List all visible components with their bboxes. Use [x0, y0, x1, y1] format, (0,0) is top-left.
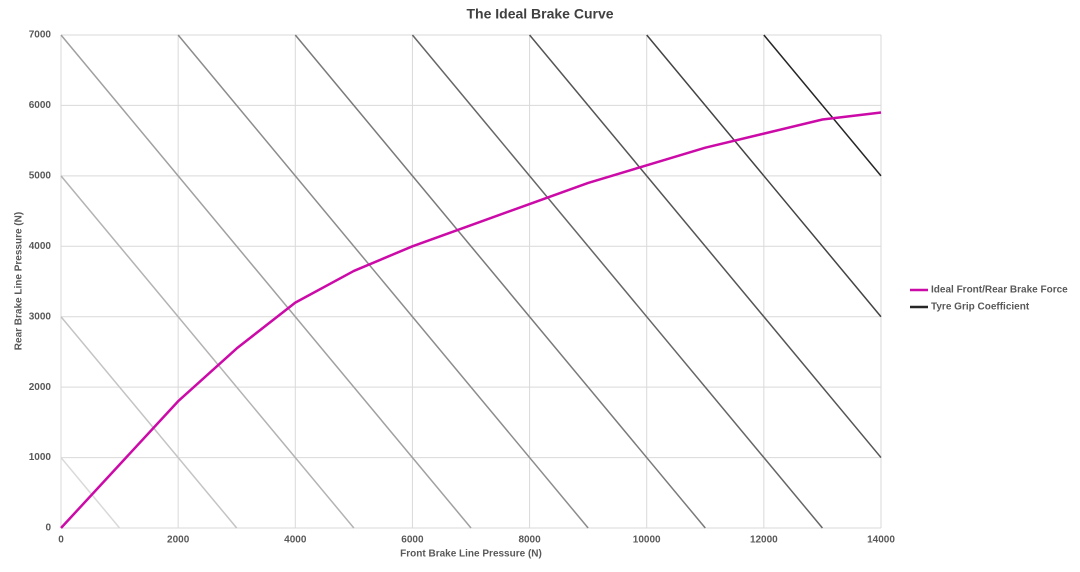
x-tick-label: 2000	[167, 535, 190, 546]
grip-line	[528, 34, 882, 459]
grip-line	[294, 34, 706, 529]
grip-line	[177, 34, 589, 529]
y-tick-label: 1000	[29, 452, 52, 463]
y-tick-label: 4000	[29, 241, 52, 252]
y-tick-label: 3000	[29, 311, 52, 322]
grip-line	[763, 34, 882, 177]
x-tick-label: 14000	[867, 535, 895, 546]
grip-line	[646, 34, 882, 318]
x-tick-label: 12000	[750, 535, 778, 546]
x-tick-label: 10000	[633, 535, 661, 546]
chart-title: The Ideal Brake Curve	[466, 6, 613, 22]
x-axis-label: Front Brake Line Pressure (N)	[400, 549, 542, 560]
y-tick-label: 0	[45, 523, 51, 534]
x-tick-label: 8000	[518, 535, 541, 546]
y-tick-label: 5000	[29, 170, 52, 181]
legend-label: Ideal Front/Rear Brake Force	[931, 285, 1068, 296]
grip-line	[60, 34, 472, 529]
y-tick-label: 6000	[29, 100, 52, 111]
x-tick-label: 4000	[284, 535, 307, 546]
y-axis-label: Rear Brake Line Pressure (N)	[14, 212, 25, 350]
grip-line	[411, 34, 824, 529]
grip-line	[60, 316, 238, 529]
series-line	[60, 111, 882, 529]
legend-label: Tyre Grip Coefficient	[931, 302, 1030, 313]
y-tick-label: 2000	[29, 382, 52, 393]
x-tick-label: 6000	[401, 535, 424, 546]
grip-line	[60, 175, 355, 529]
grip-line	[60, 457, 121, 529]
y-tick-label: 7000	[29, 30, 52, 41]
x-tick-label: 0	[58, 535, 64, 546]
